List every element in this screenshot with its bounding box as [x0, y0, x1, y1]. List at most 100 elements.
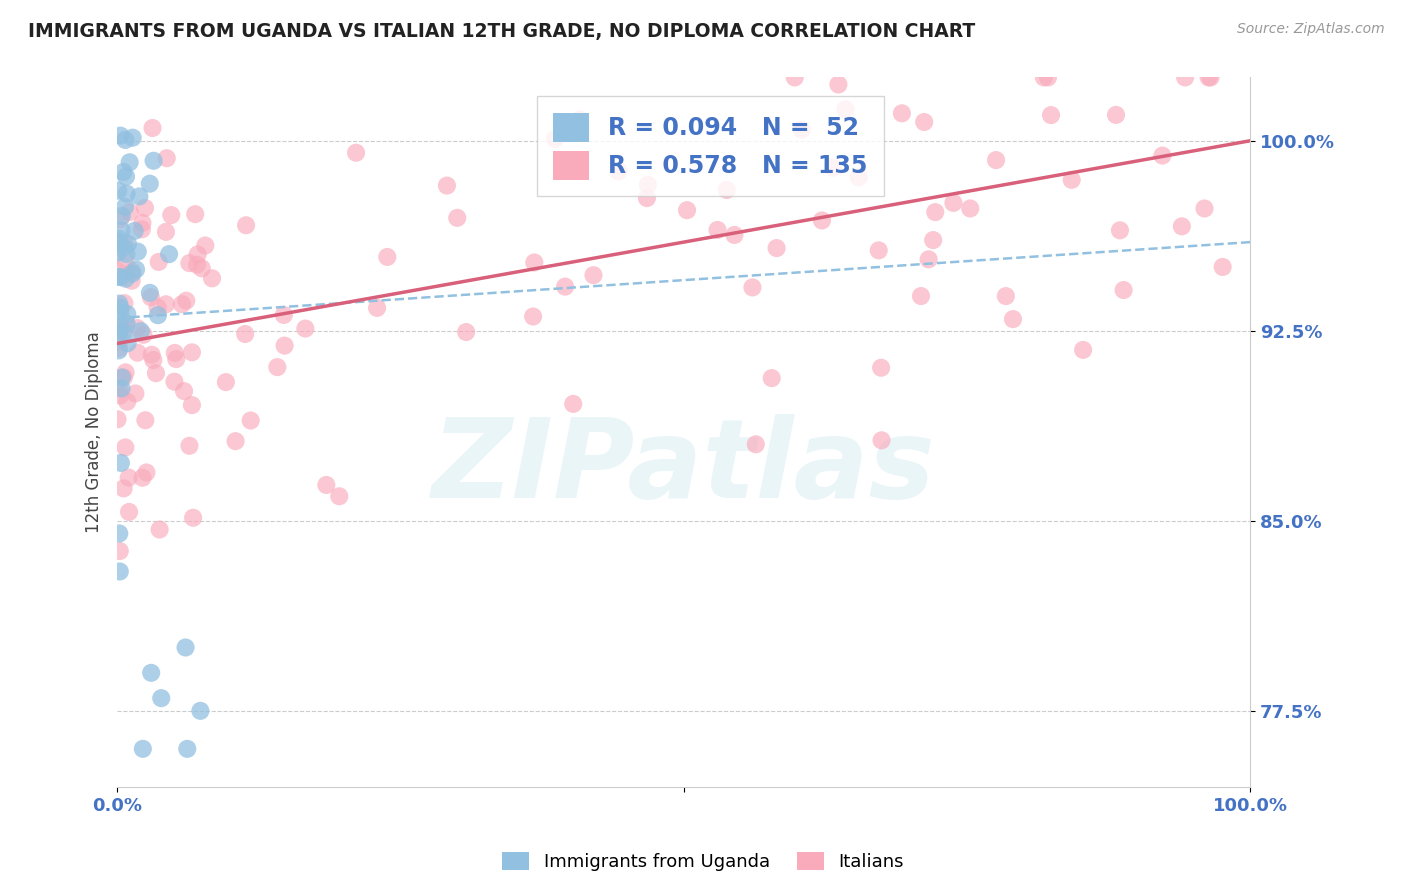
- Point: [910, 289, 932, 303]
- Point: [366, 301, 388, 315]
- Point: [924, 205, 946, 219]
- Point: [127, 244, 149, 259]
- Point: [194, 238, 217, 252]
- Point: [890, 106, 912, 120]
- Point: [582, 268, 605, 282]
- Point: [110, 306, 132, 320]
- Point: [141, 120, 163, 135]
- Point: [108, 321, 131, 335]
- Point: [121, 130, 143, 145]
- Point: [118, 470, 141, 484]
- Point: [110, 456, 132, 470]
- Point: [139, 177, 162, 191]
- Point: [110, 212, 132, 227]
- Point: [114, 200, 136, 214]
- Point: [174, 293, 197, 308]
- Point: [170, 297, 193, 311]
- Point: [676, 203, 699, 218]
- Point: [146, 308, 169, 322]
- Point: [1112, 283, 1135, 297]
- Y-axis label: 12th Grade, No Diploma: 12th Grade, No Diploma: [86, 331, 103, 533]
- Point: [1032, 70, 1054, 85]
- Point: [176, 742, 198, 756]
- Point: [131, 471, 153, 485]
- Point: [201, 271, 224, 285]
- Point: [115, 247, 138, 261]
- Point: [112, 482, 135, 496]
- Point: [235, 219, 257, 233]
- Point: [922, 233, 945, 247]
- Point: [135, 466, 157, 480]
- Point: [108, 388, 131, 402]
- Point: [114, 272, 136, 286]
- Point: [165, 352, 187, 367]
- Point: [115, 394, 138, 409]
- Point: [125, 262, 148, 277]
- Point: [108, 325, 131, 339]
- Point: [186, 258, 208, 272]
- Point: [156, 151, 179, 165]
- Point: [233, 326, 256, 341]
- Point: [108, 296, 131, 310]
- Point: [112, 320, 135, 334]
- Point: [155, 297, 177, 311]
- Point: [107, 269, 129, 284]
- Point: [328, 489, 350, 503]
- Point: [115, 186, 138, 201]
- Point: [142, 153, 165, 168]
- Point: [174, 640, 197, 655]
- Point: [108, 565, 131, 579]
- Point: [111, 209, 134, 223]
- Point: [173, 384, 195, 398]
- Point: [121, 264, 143, 278]
- Point: [114, 365, 136, 379]
- Point: [273, 308, 295, 322]
- Point: [1212, 260, 1234, 274]
- Point: [811, 213, 834, 227]
- Point: [179, 256, 201, 270]
- Point: [134, 413, 156, 427]
- Point: [134, 201, 156, 215]
- Point: [636, 191, 658, 205]
- Point: [157, 247, 180, 261]
- Point: [1040, 108, 1063, 122]
- Point: [115, 317, 138, 331]
- Point: [107, 334, 129, 349]
- Point: [145, 366, 167, 380]
- Point: [215, 375, 238, 389]
- Point: [108, 526, 131, 541]
- Point: [745, 437, 768, 451]
- Point: [107, 326, 129, 341]
- Point: [121, 267, 143, 281]
- Point: [870, 360, 893, 375]
- Point: [141, 348, 163, 362]
- Point: [107, 343, 129, 358]
- Point: [108, 341, 131, 355]
- Point: [315, 478, 337, 492]
- Point: [150, 691, 173, 706]
- Point: [868, 244, 890, 258]
- Point: [765, 241, 787, 255]
- Point: [112, 370, 135, 384]
- Point: [107, 245, 129, 260]
- Point: [1198, 70, 1220, 85]
- Point: [1199, 70, 1222, 85]
- Point: [834, 102, 856, 116]
- Point: [181, 510, 204, 524]
- Point: [456, 325, 478, 339]
- Point: [112, 165, 135, 179]
- Point: [523, 255, 546, 269]
- Point: [117, 336, 139, 351]
- Point: [160, 208, 183, 222]
- Text: Source: ZipAtlas.com: Source: ZipAtlas.com: [1237, 22, 1385, 37]
- Text: IMMIGRANTS FROM UGANDA VS ITALIAN 12TH GRADE, NO DIPLOMA CORRELATION CHART: IMMIGRANTS FROM UGANDA VS ITALIAN 12TH G…: [28, 22, 976, 41]
- Point: [984, 153, 1007, 167]
- Point: [107, 412, 129, 426]
- Legend: Immigrants from Uganda, Italians: Immigrants from Uganda, Italians: [495, 845, 911, 879]
- Point: [129, 324, 152, 338]
- Point: [142, 353, 165, 368]
- Point: [761, 371, 783, 385]
- Point: [637, 178, 659, 192]
- Point: [118, 205, 141, 219]
- Point: [131, 222, 153, 236]
